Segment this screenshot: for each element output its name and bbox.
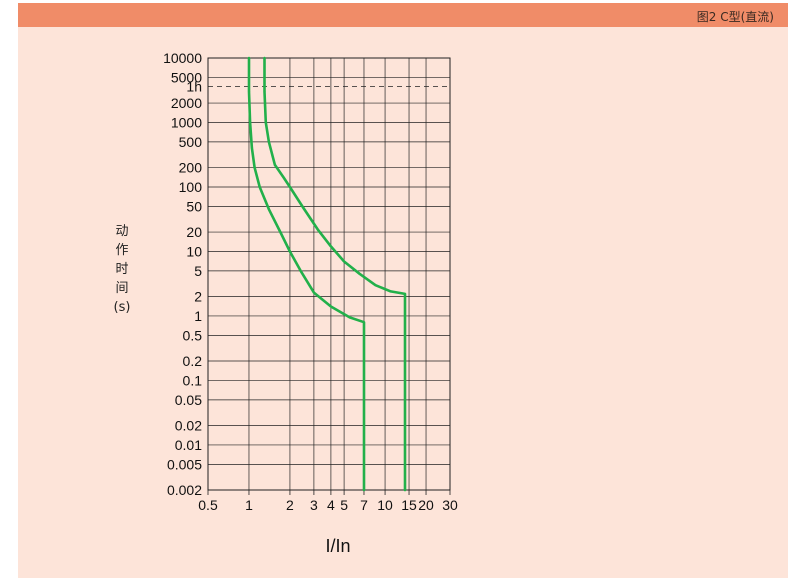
y-tick-label: 1h (186, 79, 202, 95)
y-tick-label: 2000 (171, 95, 202, 111)
y-tick-label: 5 (194, 263, 202, 279)
x-tick-label: 5 (340, 497, 348, 513)
x-tick-label: 7 (360, 497, 368, 513)
x-axis-title: I/In (325, 536, 350, 556)
y-tick-label: 0.5 (183, 327, 203, 343)
x-tick-label: 4 (327, 497, 335, 513)
header-bar: 图2 C型(直流) (18, 3, 788, 27)
y-axis-label: 动 作 时 间 (s) (110, 222, 134, 317)
y-tick-label: 1 (194, 308, 202, 324)
y-tick-label: 500 (179, 134, 203, 150)
y-tick-label: 0.05 (175, 392, 202, 408)
x-tick-label: 30 (442, 497, 458, 513)
y-tick-label: 0.01 (175, 437, 202, 453)
y-axis-label-char: 间 (115, 281, 129, 296)
y-tick-label: 0.005 (167, 456, 202, 472)
trip-curve-upper (263, 56, 407, 492)
y-axis-label-char: (s) (113, 300, 131, 315)
y-axis-label-char: 作 (115, 243, 129, 258)
y-tick-label: 0.2 (183, 353, 203, 369)
x-tick-label: 3 (310, 497, 318, 513)
y-tick-label: 1000 (171, 114, 202, 130)
x-tick-label: 10 (377, 497, 393, 513)
y-tick-label: 10 (186, 243, 202, 259)
y-tick-label: 20 (186, 224, 202, 240)
figure-title: 图2 C型(直流) (696, 10, 774, 24)
y-axis-label-char: 动 (115, 224, 129, 239)
y-tick-label: 50 (186, 198, 202, 214)
x-tick-label: 2 (286, 497, 294, 513)
x-tick-label: 20 (418, 497, 434, 513)
y-axis-label-char: 时 (115, 262, 129, 277)
y-tick-label: 0.002 (167, 482, 202, 498)
trip-curve-lower (247, 56, 366, 492)
x-tick-label: 15 (401, 497, 417, 513)
x-tick-label: 1 (245, 497, 253, 513)
y-tick-label: 0.02 (175, 418, 202, 434)
y-tick-label: 10000 (163, 50, 202, 66)
y-tick-label: 2 (194, 289, 202, 305)
x-tick-label: 0.5 (198, 497, 218, 513)
chart-panel (18, 27, 788, 578)
y-tick-label: 5000 (171, 69, 202, 85)
y-tick-label: 0.1 (183, 372, 203, 388)
y-tick-label: 200 (179, 160, 203, 176)
y-tick-label: 100 (179, 179, 203, 195)
